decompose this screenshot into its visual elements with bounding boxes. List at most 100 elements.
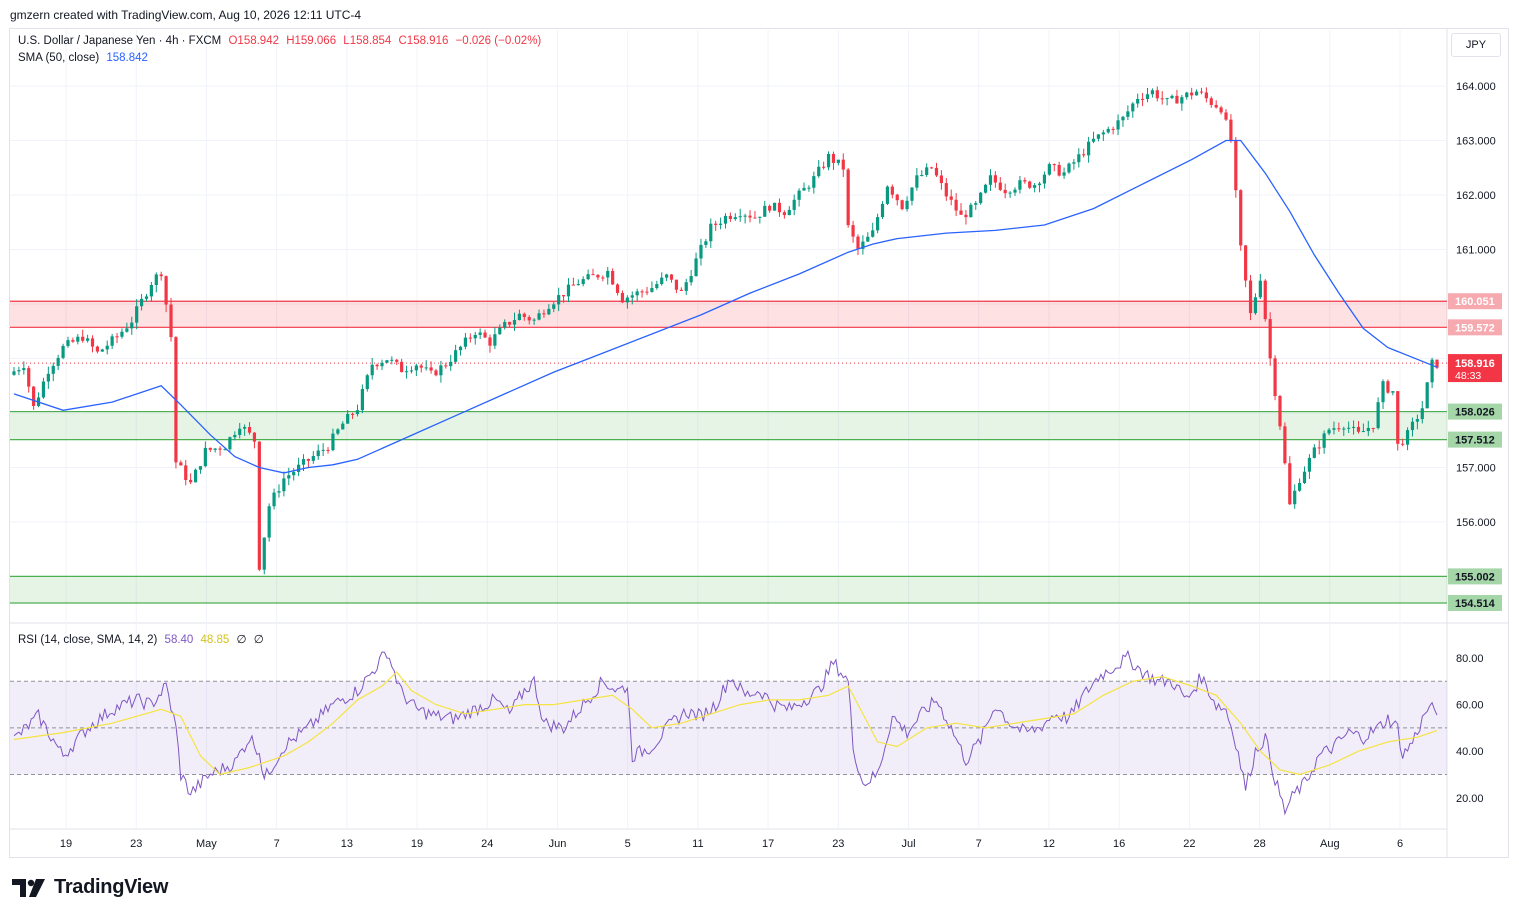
time-tick-label: 13 (341, 838, 353, 850)
candle-body (542, 313, 546, 315)
candle-body (1209, 98, 1213, 105)
candle-body (193, 469, 198, 483)
candle-body (1033, 185, 1037, 188)
candle-body (728, 215, 733, 219)
candle-body (1023, 180, 1027, 182)
time-tick-label: 23 (832, 838, 844, 850)
candle-body (1302, 471, 1307, 484)
candle-body (32, 386, 36, 407)
candle-body (1317, 447, 1321, 449)
candle-body (297, 464, 301, 472)
candle-body (890, 186, 894, 195)
candle-body (1047, 164, 1051, 175)
ohlc-high: 159.066 (294, 35, 337, 47)
time-tick-label: 12 (1043, 838, 1055, 850)
candle-body (1263, 280, 1267, 320)
last-price-value: 158.916 (1455, 358, 1495, 370)
price-tick-label: 157.000 (1456, 463, 1496, 475)
candle-body (272, 492, 276, 507)
symbol-legend: U.S. Dollar / Japanese Yen · 4h · FXCM O… (18, 35, 545, 47)
candle-body (655, 284, 659, 289)
currency-button[interactable]: JPY (1451, 33, 1501, 57)
candle-body (1096, 134, 1101, 139)
candle-body (699, 244, 703, 259)
candle-body (758, 216, 762, 218)
candle-body (292, 471, 296, 476)
candle-body (218, 448, 222, 450)
zone-price-label: 154.514 (1455, 598, 1496, 610)
candle-body (709, 223, 713, 242)
candle-body (331, 433, 335, 451)
candle-body (198, 466, 203, 470)
candle-body (22, 368, 26, 371)
candle-body (777, 202, 782, 213)
candle-body (522, 313, 526, 318)
candle-body (380, 362, 384, 367)
candle-body (1258, 280, 1262, 298)
candle-body (1140, 98, 1145, 100)
candle-body (1396, 391, 1400, 444)
candle-body (1356, 426, 1361, 432)
candle-body (238, 428, 242, 436)
candle-body (375, 364, 379, 367)
candle-body (635, 291, 639, 296)
candle-body (1425, 382, 1429, 409)
time-tick-label: 28 (1253, 838, 1265, 850)
sma-value: 158.842 (106, 52, 148, 64)
candle-body (400, 361, 404, 373)
candle-body (640, 291, 644, 293)
candle-body (1165, 98, 1169, 100)
price-tick-label: 164.000 (1456, 81, 1496, 93)
candle-body (1337, 428, 1341, 430)
rsi-line (13, 649, 1438, 816)
candle-body (851, 225, 855, 237)
candle-body (341, 423, 345, 430)
candle-body (1126, 111, 1130, 117)
candle-body (1278, 396, 1282, 427)
candle-body (1136, 98, 1140, 104)
candle-body (1435, 359, 1439, 368)
candle-body (979, 192, 983, 204)
candle-body (159, 274, 163, 277)
candle-body (1131, 103, 1135, 112)
candle-body (856, 236, 860, 249)
ohlc-low-label: L (343, 35, 350, 47)
sma-line (13, 139, 1438, 474)
candle-body (802, 187, 806, 191)
candle-body (444, 365, 448, 367)
candle-body (81, 336, 85, 341)
candle-body (434, 370, 438, 376)
candle-body (880, 203, 885, 218)
candle-body (723, 215, 728, 224)
time-tick-label: Aug (1320, 838, 1340, 850)
candle-body (964, 214, 968, 218)
candle-body (915, 175, 919, 188)
ohlc-low: 158.854 (349, 35, 392, 47)
support-resistance-zones (10, 300, 1447, 604)
rsi-tick-label: 40.00 (1456, 746, 1484, 758)
candle-body (807, 187, 811, 189)
candle-body (439, 365, 443, 376)
time-tick-label: 19 (411, 838, 423, 850)
rsi-tick-label: 60.00 (1456, 700, 1484, 712)
candle-body (301, 459, 306, 465)
candle-body (1028, 181, 1032, 188)
time-tick-label: 6 (1397, 838, 1403, 850)
candle-body (900, 200, 904, 210)
candle-body (169, 304, 173, 338)
candle-body (1401, 443, 1405, 445)
candle-body (154, 274, 158, 285)
candle-body (1185, 92, 1189, 98)
candle-body (1322, 433, 1326, 448)
candle-body (1307, 457, 1312, 472)
candle-body (213, 448, 217, 450)
candle-body (1386, 381, 1390, 393)
candle-body (620, 292, 625, 303)
candle-body (179, 462, 183, 466)
candle-body (1298, 483, 1302, 491)
zone-support (10, 411, 1447, 440)
candle-body (1155, 90, 1159, 99)
candle-body (233, 435, 237, 438)
candle-body (203, 447, 207, 467)
